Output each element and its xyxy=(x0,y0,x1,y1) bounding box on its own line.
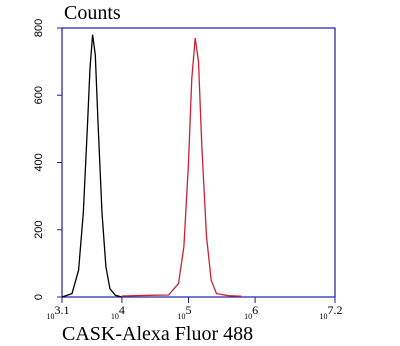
x-tick-label: 106 xyxy=(244,303,258,321)
x-tick-exp: 4 xyxy=(119,303,125,317)
y-tick-label: 200 xyxy=(33,221,45,239)
x-tick-label: 103.1 xyxy=(47,303,70,321)
x-tick-exp: 7.2 xyxy=(328,303,343,317)
x-tick-exp: 6 xyxy=(252,303,258,317)
x-tick-base: 10 xyxy=(111,312,119,321)
x-tick-exp: 5 xyxy=(186,303,192,317)
y-tick-label: 0 xyxy=(33,294,45,300)
x-tick-label: 104 xyxy=(111,303,125,321)
x-tick-base: 10 xyxy=(320,312,328,321)
x-axis-label: CASK-Alexa Fluor 488 xyxy=(62,323,253,345)
y-tick-label: 600 xyxy=(33,86,45,104)
y-tick-label: 800 xyxy=(33,19,45,37)
x-tick-base: 10 xyxy=(244,312,252,321)
x-tick-base: 10 xyxy=(178,312,186,321)
y-tick-label: 400 xyxy=(33,153,45,171)
chart-title: Counts xyxy=(64,2,121,24)
histogram-line xyxy=(61,34,123,298)
x-tick-base: 10 xyxy=(47,312,55,321)
x-tick-label: 107.2 xyxy=(320,303,343,321)
x-tick-exp: 3.1 xyxy=(55,303,70,317)
x-tick-label: 105 xyxy=(178,303,192,321)
histogram-line xyxy=(121,38,242,297)
